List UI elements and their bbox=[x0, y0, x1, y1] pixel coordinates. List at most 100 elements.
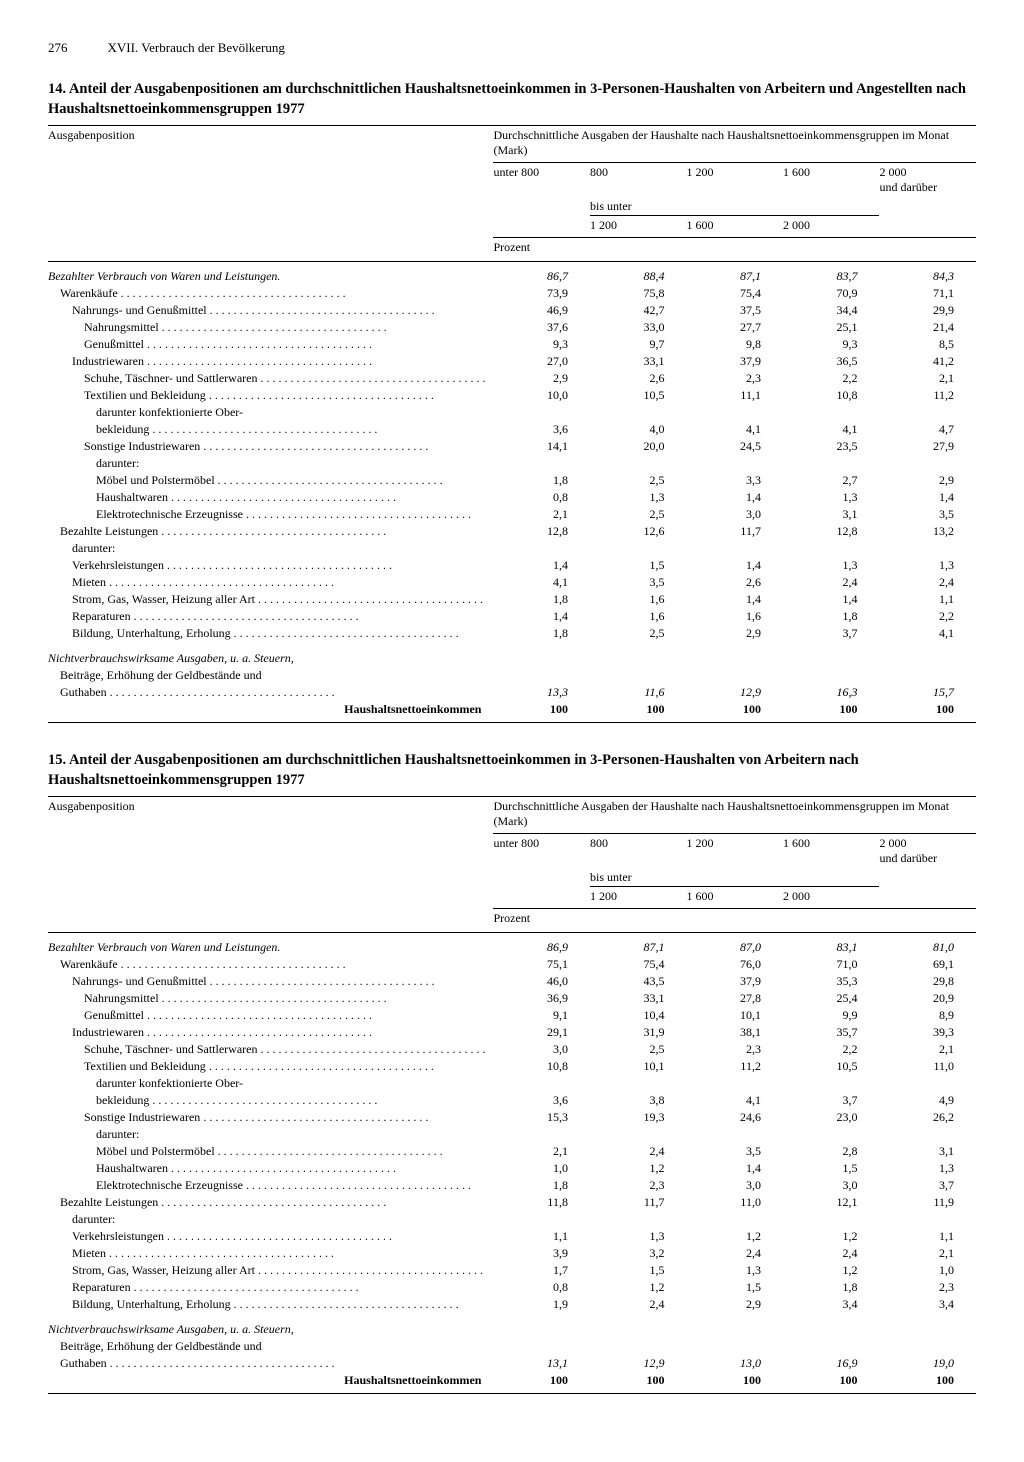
row-label: Bezahlte Leistungen bbox=[48, 524, 485, 539]
table-row: Mieten 4,13,5 2,62,4 2,4 bbox=[48, 574, 976, 591]
table-row: Schuhe, Täschner- und Sattlerwaren 2,92,… bbox=[48, 370, 976, 387]
row-label: Schuhe, Täschner- und Sattlerwaren bbox=[48, 371, 485, 386]
row-label: darunter: bbox=[48, 1212, 485, 1227]
table-row: darunter konfektionierte Ober- bbox=[48, 404, 976, 421]
row-label: Mieten bbox=[48, 1246, 485, 1261]
table-row: Textilien und Bekleidung 10,010,5 11,110… bbox=[48, 387, 976, 404]
row-label: Industriewaren bbox=[48, 1025, 485, 1040]
row-label: Bezahlter Verbrauch von Waren und Leistu… bbox=[48, 269, 485, 284]
table-row: Genußmittel 9,39,7 9,89,3 8,5 bbox=[48, 336, 976, 353]
row-label: Elektrotechnische Erzeugnisse bbox=[48, 1178, 485, 1193]
table-row: Verkehrsleistungen 1,41,5 1,41,3 1,3 bbox=[48, 557, 976, 574]
table-row: Elektrotechnische Erzeugnisse 1,82,3 3,0… bbox=[48, 1177, 976, 1194]
row-label: Nahrungsmittel bbox=[48, 320, 485, 335]
table-row: darunter: bbox=[48, 540, 976, 557]
table-row: Bezahlter Verbrauch von Waren und Leistu… bbox=[48, 268, 976, 285]
table-row: Nahrungs- und Genußmittel 46,043,5 37,93… bbox=[48, 973, 976, 990]
table-row: Industriewaren 29,131,9 38,135,7 39,3 bbox=[48, 1024, 976, 1041]
row-label: Möbel und Polstermöbel bbox=[48, 473, 485, 488]
row-label: Haushaltwaren bbox=[48, 490, 485, 505]
row-label: Möbel und Polstermöbel bbox=[48, 1144, 485, 1159]
row-label: darunter konfektionierte Ober- bbox=[48, 1076, 485, 1091]
table-row: Möbel und Polstermöbel 1,82,5 3,32,7 2,9 bbox=[48, 472, 976, 489]
table-row: Reparaturen 0,81,2 1,51,8 2,3 bbox=[48, 1279, 976, 1296]
row-label: Reparaturen bbox=[48, 609, 485, 624]
table-row: Guthaben 13,311,6 12,916,3 15,7 bbox=[48, 684, 976, 701]
table-row: bekleidung 3,63,8 4,13,7 4,9 bbox=[48, 1092, 976, 1109]
row-label: darunter konfektionierte Ober- bbox=[48, 405, 485, 420]
table-15-title: 15. Anteil der Ausgabenpositionen am dur… bbox=[48, 751, 976, 790]
total-row: Haushaltsnettoeinkommen 100100 100100 10… bbox=[48, 701, 976, 718]
table-row: Nichtverbrauchswirksame Ausgaben, u. a. … bbox=[48, 1321, 976, 1338]
row-label: darunter: bbox=[48, 541, 485, 556]
table-row: Möbel und Polstermöbel 2,12,4 3,52,8 3,1 bbox=[48, 1143, 976, 1160]
total-row: Haushaltsnettoeinkommen 100100 100100 10… bbox=[48, 1372, 976, 1389]
table-row: Industriewaren 27,033,1 37,936,5 41,2 bbox=[48, 353, 976, 370]
row-label: Strom, Gas, Wasser, Heizung aller Art bbox=[48, 1263, 485, 1278]
table-row: Mieten 3,93,2 2,42,4 2,1 bbox=[48, 1245, 976, 1262]
table-row: Beiträge, Erhöhung der Geldbestände und bbox=[48, 1338, 976, 1355]
row-label: Genußmittel bbox=[48, 337, 485, 352]
table-row: Warenkäufe 75,175,4 76,071,0 69,1 bbox=[48, 956, 976, 973]
table-row: Nahrungsmittel 36,933,1 27,825,4 20,9 bbox=[48, 990, 976, 1007]
table-row: Bezahlte Leistungen 12,812,6 11,712,8 13… bbox=[48, 523, 976, 540]
table-row: Haushaltwaren 0,81,3 1,41,3 1,4 bbox=[48, 489, 976, 506]
table-row: Sonstige Industriewaren 14,120,0 24,523,… bbox=[48, 438, 976, 455]
row-label: Sonstige Industriewaren bbox=[48, 439, 485, 454]
table-row: Verkehrsleistungen 1,11,3 1,21,2 1,1 bbox=[48, 1228, 976, 1245]
table-row: Strom, Gas, Wasser, Heizung aller Art 1,… bbox=[48, 1262, 976, 1279]
page-header: 276 XVII. Verbrauch der Bevölkerung bbox=[48, 40, 976, 56]
table-row: Nahrungsmittel 37,633,0 27,725,1 21,4 bbox=[48, 319, 976, 336]
table-row: Bildung, Unterhaltung, Erholung 1,82,5 2… bbox=[48, 625, 976, 642]
table-row: Bezahlter Verbrauch von Waren und Leistu… bbox=[48, 939, 976, 956]
table-14: Ausgabenposition Durchschnittliche Ausga… bbox=[48, 125, 976, 723]
table-row: Haushaltwaren 1,01,2 1,41,5 1,3 bbox=[48, 1160, 976, 1177]
row-label: Bezahlter Verbrauch von Waren und Leistu… bbox=[48, 940, 485, 955]
row-label: Strom, Gas, Wasser, Heizung aller Art bbox=[48, 592, 485, 607]
page-number: 276 bbox=[48, 40, 68, 56]
row-label: Nahrungs- und Genußmittel bbox=[48, 974, 485, 989]
row-label: Schuhe, Täschner- und Sattlerwaren bbox=[48, 1042, 485, 1057]
row-label: Elektrotechnische Erzeugnisse bbox=[48, 507, 485, 522]
row-label: Reparaturen bbox=[48, 1280, 485, 1295]
table-15: Ausgabenposition Durchschnittliche Ausga… bbox=[48, 796, 976, 1394]
table-row: Schuhe, Täschner- und Sattlerwaren 3,02,… bbox=[48, 1041, 976, 1058]
table-row: darunter: bbox=[48, 1211, 976, 1228]
table-row: bekleidung 3,64,0 4,14,1 4,7 bbox=[48, 421, 976, 438]
table-row: Elektrotechnische Erzeugnisse 2,12,5 3,0… bbox=[48, 506, 976, 523]
table-row: Beiträge, Erhöhung der Geldbestände und bbox=[48, 667, 976, 684]
chapter-title: XVII. Verbrauch der Bevölkerung bbox=[108, 40, 285, 56]
row-label: Bezahlte Leistungen bbox=[48, 1195, 485, 1210]
table-row: Guthaben 13,112,9 13,016,9 19,0 bbox=[48, 1355, 976, 1372]
row-label: Industriewaren bbox=[48, 354, 485, 369]
row-label: Textilien und Bekleidung bbox=[48, 1059, 485, 1074]
row-label: Verkehrsleistungen bbox=[48, 1229, 485, 1244]
table-row: Genußmittel 9,110,4 10,19,9 8,9 bbox=[48, 1007, 976, 1024]
table-row: Warenkäufe 73,975,8 75,470,9 71,1 bbox=[48, 285, 976, 302]
row-label: Bildung, Unterhaltung, Erholung bbox=[48, 626, 485, 641]
table-row: Nichtverbrauchswirksame Ausgaben, u. a. … bbox=[48, 650, 976, 667]
row-label: darunter: bbox=[48, 1127, 485, 1142]
row-label: Haushaltwaren bbox=[48, 1161, 485, 1176]
row-label: Sonstige Industriewaren bbox=[48, 1110, 485, 1125]
table-row: darunter: bbox=[48, 1126, 976, 1143]
row-label: Textilien und Bekleidung bbox=[48, 388, 485, 403]
table-row: Bezahlte Leistungen 11,811,7 11,012,1 11… bbox=[48, 1194, 976, 1211]
table-row: darunter konfektionierte Ober- bbox=[48, 1075, 976, 1092]
table-row: Nahrungs- und Genußmittel 46,942,7 37,53… bbox=[48, 302, 976, 319]
table-14-title: 14. Anteil der Ausgabenpositionen am dur… bbox=[48, 80, 976, 119]
row-label: darunter: bbox=[48, 456, 485, 471]
table-row: Strom, Gas, Wasser, Heizung aller Art 1,… bbox=[48, 591, 976, 608]
row-label: Warenkäufe bbox=[48, 286, 485, 301]
row-label: Mieten bbox=[48, 575, 485, 590]
row-label: Genußmittel bbox=[48, 1008, 485, 1023]
row-label: bekleidung bbox=[48, 422, 485, 437]
row-label: Verkehrsleistungen bbox=[48, 558, 485, 573]
table-row: Sonstige Industriewaren 15,319,3 24,623,… bbox=[48, 1109, 976, 1126]
table-row: Bildung, Unterhaltung, Erholung 1,92,4 2… bbox=[48, 1296, 976, 1313]
row-label: Bildung, Unterhaltung, Erholung bbox=[48, 1297, 485, 1312]
table-row: darunter: bbox=[48, 455, 976, 472]
row-label: Nahrungsmittel bbox=[48, 991, 485, 1006]
row-label: Nahrungs- und Genußmittel bbox=[48, 303, 485, 318]
row-label: Warenkäufe bbox=[48, 957, 485, 972]
